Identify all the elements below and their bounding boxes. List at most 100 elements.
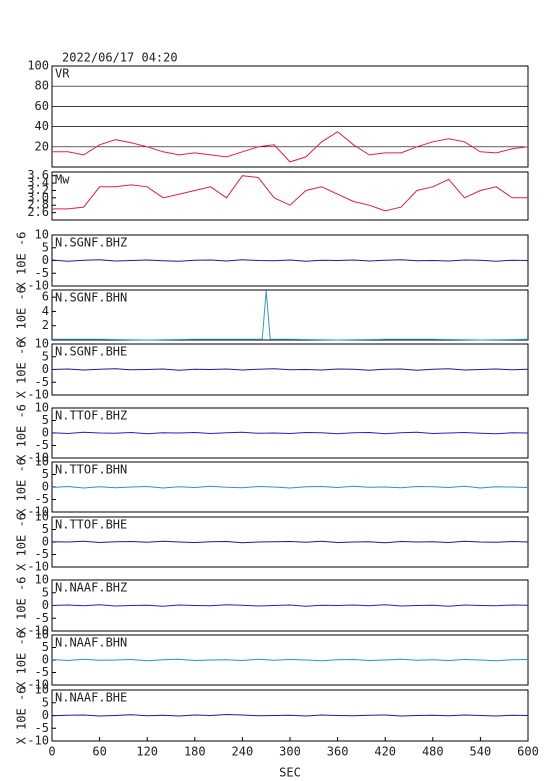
y-tick-label: 10 [35,573,49,587]
y-tick-label: 3.2 [27,183,49,197]
x-tick-label: 0 [48,745,55,759]
y-axis-label: X 10E -6 [15,458,29,516]
panel-label: N.SGNF.BHE [55,345,127,359]
y-tick-label: 0 [42,362,49,376]
y-axis-label: X 10E -6 [15,232,29,290]
y-tick-label: 10 [35,683,49,697]
y-tick-label: 0 [42,480,49,494]
panel-label: N.NAAF.BHN [55,636,127,650]
y-tick-label: -5 [35,547,49,561]
trace-line [51,658,529,662]
y-tick-label: -5 [35,721,49,735]
x-tick-label: 480 [422,745,444,759]
y-tick-label: 5 [42,413,49,427]
y-tick-label: 3.0 [27,190,49,204]
trace-line [52,175,528,212]
trace-line [51,368,529,371]
y-tick-label: -10 [27,388,49,402]
y-tick-label: -5 [35,492,49,506]
trace-line [52,290,529,341]
y-tick-label: -5 [35,375,49,389]
panel-frame [51,65,529,168]
x-tick-label: 600 [517,745,539,759]
y-tick-label: 60 [35,99,49,113]
trace-line [51,431,529,435]
x-tick-label: 360 [327,745,349,759]
x-tick-label: 240 [232,745,254,759]
y-tick-label: -10 [27,624,49,638]
x-tick-label: 120 [136,745,158,759]
y-tick-label: 6 [42,290,49,304]
y-tick-label: 2 [42,318,49,332]
panel-label: VR [55,67,70,81]
y-tick-label: 2.6 [27,205,49,219]
y-tick-label: 0 [42,598,49,612]
y-tick-label: -10 [27,678,49,692]
y-tick-label: 0 [42,253,49,267]
y-tick-label: 10 [35,455,49,469]
trace-line [51,540,529,544]
trace-line [51,259,529,262]
y-tick-label: 5 [42,240,49,254]
y-axis-label: X 10E -6 [15,631,29,689]
y-tick-label: 3.6 [27,168,49,182]
y-tick-label: 0 [42,426,49,440]
panel-frame [51,289,529,341]
y-tick-label: 0 [42,708,49,722]
y-tick-label: 5 [42,522,49,536]
y-tick-label: 0 [42,535,49,549]
y-tick-label: -5 [35,266,49,280]
y-tick-label: -10 [27,734,49,748]
x-tick-label: 180 [184,745,206,759]
y-tick-label: 0 [42,653,49,667]
panel-label: N.TTOF.BHE [55,518,127,532]
panel-label: N.TTOF.BHN [55,463,127,477]
y-tick-label: 100 [27,59,49,73]
y-axis-label: X 10E -6 [15,404,29,462]
trace-line [51,604,529,607]
y-tick-label: 10 [35,628,49,642]
trace-line [52,131,529,163]
y-tick-label: -5 [35,665,49,679]
trace-line [51,713,529,717]
y-tick-label: -5 [35,611,49,625]
panel-label: N.TTOF.BHZ [55,409,127,423]
y-axis-label: X 10E -6 [15,286,29,344]
y-tick-label: 3.4 [27,176,49,190]
panel-label: N.NAAF.BHZ [55,581,127,595]
y-tick-label: 10 [35,401,49,415]
y-tick-label: 80 [35,79,49,93]
panel-label: N.SGNF.BHN [55,291,127,305]
x-axis-label: SEC [279,766,301,780]
x-tick-label: 300 [279,745,301,759]
y-tick-label: -5 [35,438,49,452]
panel-label: Mw [55,173,70,187]
y-tick-label: -10 [27,560,49,574]
y-tick-label: -10 [27,279,49,293]
y-tick-label: 40 [35,119,49,133]
panel-label: N.NAAF.BHE [55,691,127,705]
y-tick-label: 5 [42,640,49,654]
x-tick-label: 60 [92,745,106,759]
y-tick-label: -10 [27,505,49,519]
y-tick-label: 10 [35,337,49,351]
x-tick-label: 540 [470,745,492,759]
y-tick-label: 5 [42,349,49,363]
y-tick-label: -10 [27,451,49,465]
panel-frame [51,171,529,221]
y-axis-label: X 10E -6 [15,513,29,571]
trace-line [51,485,529,489]
y-tick-label: 10 [35,510,49,524]
y-tick-label: 10 [35,228,49,242]
y-axis-label: X 10E -6 [15,577,29,635]
y-tick-label: 2.8 [27,198,49,212]
panel-label: N.SGNF.BHZ [55,236,127,250]
x-tick-label: 420 [374,745,396,759]
y-tick-label: 5 [42,467,49,481]
y-tick-label: 5 [42,585,49,599]
y-tick-label: 20 [35,139,49,153]
y-tick-label: 5 [42,695,49,709]
y-axis-label: X 10E -6 [15,687,29,745]
page-title: 2022/06/17 04:20 [62,51,178,65]
